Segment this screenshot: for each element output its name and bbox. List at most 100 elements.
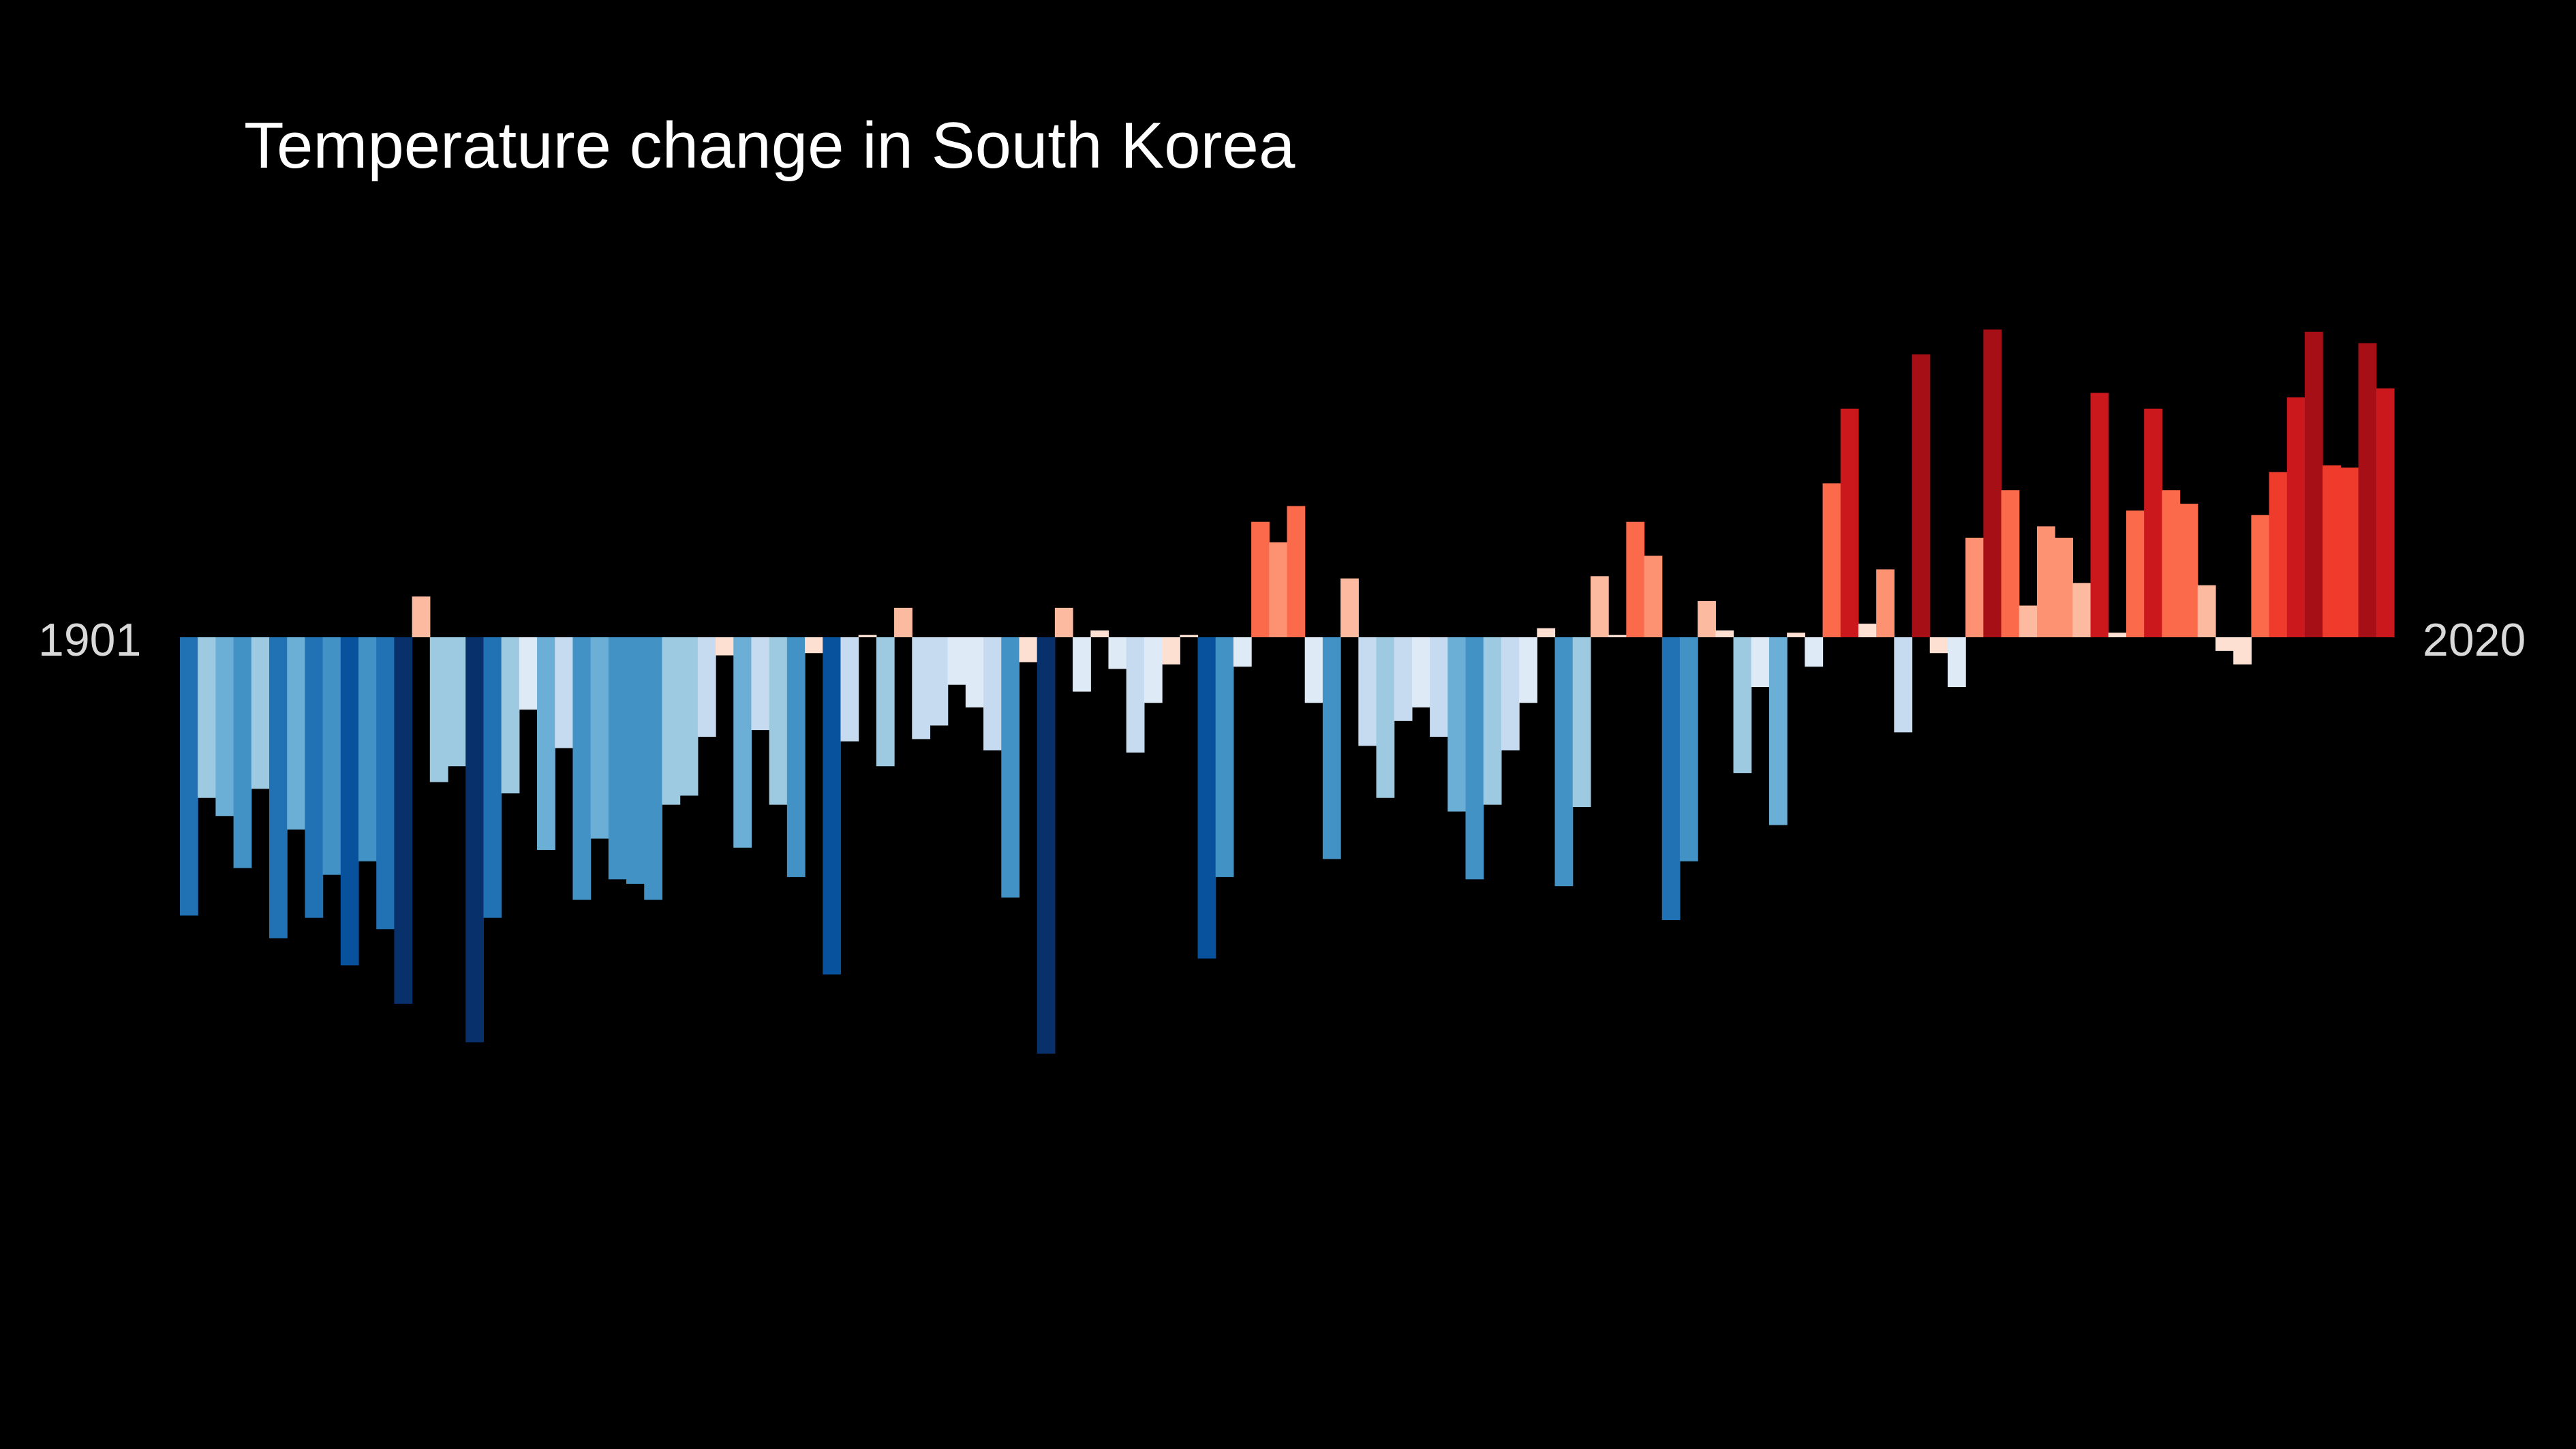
- bar-year-1959: [1215, 637, 1234, 877]
- bar-year-2016: [2233, 637, 2252, 665]
- bar-year-1954: [1126, 637, 1145, 753]
- bar-year-1960: [1233, 637, 1252, 667]
- bar-year-1989: [1751, 637, 1770, 688]
- bar-year-2019: [2286, 397, 2305, 637]
- bar-year-1967: [1358, 637, 1377, 746]
- bar-year-1952: [1090, 630, 1109, 637]
- bar-year-1921: [537, 637, 555, 851]
- bar-year-1911: [358, 637, 377, 861]
- bar-year-1918: [483, 637, 502, 918]
- bar-year-2021: [2322, 465, 2341, 637]
- bar-year-1995: [1858, 624, 1877, 637]
- bar-year-1996: [1876, 569, 1895, 637]
- bar-year-1912: [376, 637, 395, 930]
- bar-year-1941: [894, 607, 913, 637]
- bar-year-2015: [2215, 637, 2234, 651]
- bar-year-1936: [805, 637, 823, 654]
- bar-year-1969: [1394, 637, 1413, 721]
- bar-year-1943: [930, 637, 949, 726]
- bar-year-2001: [1965, 537, 1984, 637]
- bar-year-2020: [2304, 331, 2323, 637]
- bar-year-2022: [2340, 468, 2359, 637]
- end-year-label: 2020: [2423, 614, 2526, 666]
- bar-year-1946: [983, 637, 1002, 750]
- bar-year-1942: [912, 637, 931, 739]
- bar-year-1909: [322, 637, 341, 875]
- start-year-label: 1901: [38, 614, 141, 666]
- bar-year-1926: [626, 637, 645, 884]
- bar-year-1955: [1144, 637, 1163, 703]
- bar-year-1937: [823, 637, 842, 975]
- bar-year-2012: [2162, 490, 2181, 637]
- bar-year-1994: [1840, 408, 1859, 637]
- bar-year-1933: [751, 637, 770, 731]
- bar-year-1951: [1073, 637, 1091, 692]
- bar-year-1904: [233, 637, 252, 868]
- bar-year-1934: [769, 637, 788, 805]
- bar-year-2005: [2036, 526, 2055, 637]
- bar-year-1970: [1411, 637, 1430, 707]
- bar-year-1957: [1180, 635, 1199, 637]
- bar-year-1919: [501, 637, 520, 794]
- bar-year-1916: [448, 637, 466, 767]
- bar-year-1977: [1537, 628, 1556, 637]
- bar-year-1971: [1430, 637, 1448, 737]
- bar-year-2014: [2197, 585, 2216, 637]
- bar-year-1980: [1590, 576, 1609, 637]
- bar-year-1964: [1304, 637, 1323, 703]
- bar-year-1947: [1001, 637, 1020, 898]
- bar-year-1906: [269, 637, 288, 939]
- bar-year-1907: [287, 637, 306, 830]
- bar-year-1940: [876, 637, 895, 767]
- bar-year-1915: [429, 637, 448, 782]
- bar-year-1920: [519, 637, 538, 710]
- bar-year-2008: [2090, 393, 2109, 637]
- bar-year-1953: [1108, 637, 1127, 669]
- bar-year-1998: [1912, 354, 1931, 637]
- bar-year-1972: [1447, 637, 1467, 812]
- bar-year-2013: [2179, 504, 2198, 637]
- bar-year-1978: [1554, 637, 1574, 887]
- bar-year-1905: [251, 637, 270, 789]
- bar-year-1990: [1768, 637, 1788, 825]
- bar-year-2023: [2358, 343, 2377, 637]
- bar-year-1965: [1322, 637, 1341, 859]
- bar-year-1974: [1483, 637, 1502, 805]
- bar-year-1973: [1465, 637, 1484, 880]
- bar-year-1929: [679, 637, 699, 796]
- bar-year-2017: [2251, 515, 2270, 637]
- bar-year-1903: [215, 637, 234, 817]
- bar-year-1988: [1733, 637, 1752, 774]
- bar-year-1979: [1572, 637, 1591, 807]
- bar-year-1922: [555, 637, 574, 748]
- bar-year-1968: [1376, 637, 1395, 798]
- bar-year-1958: [1197, 637, 1216, 959]
- bar-year-1931: [716, 637, 734, 656]
- bar-year-1975: [1501, 637, 1520, 750]
- bar-year-1987: [1715, 630, 1734, 637]
- bar-year-1925: [608, 637, 627, 880]
- bar-year-1928: [662, 637, 681, 805]
- bar-year-1966: [1340, 578, 1359, 637]
- bar-year-1948: [1019, 637, 1038, 662]
- bar-year-1923: [572, 637, 592, 900]
- bar-year-2006: [2055, 537, 2073, 637]
- bar-year-1963: [1287, 506, 1306, 637]
- bar-year-2024: [2376, 388, 2395, 637]
- bar-year-1917: [465, 637, 485, 1043]
- bar-year-2003: [2001, 490, 2020, 637]
- bar-year-1932: [733, 637, 752, 848]
- bar-year-1997: [1894, 637, 1913, 733]
- bar-year-1939: [858, 635, 877, 637]
- bar-year-1935: [786, 637, 806, 877]
- bar-series: [180, 329, 2395, 1054]
- bar-year-1956: [1162, 637, 1180, 665]
- bar-year-1961: [1251, 521, 1270, 637]
- bar-year-1999: [1929, 637, 1948, 654]
- bar-year-2004: [2019, 605, 2038, 637]
- bar-year-1983: [1644, 555, 1663, 637]
- bar-year-1981: [1608, 635, 1627, 637]
- bar-year-1976: [1519, 637, 1537, 703]
- bar-year-1992: [1805, 637, 1824, 667]
